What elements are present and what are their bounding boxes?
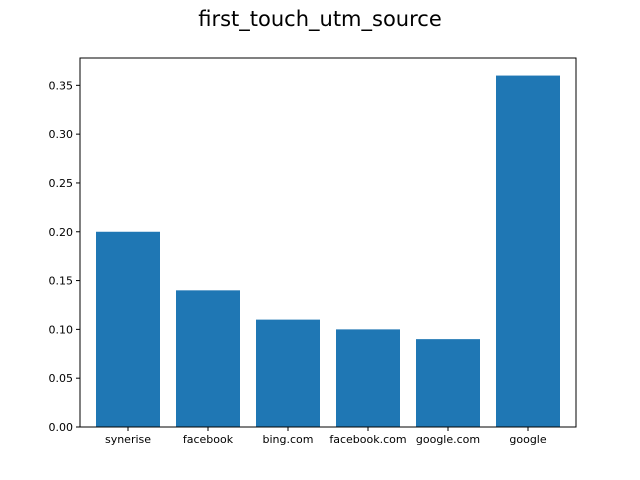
- x-tick-label: facebook.com: [329, 433, 406, 446]
- bar-google: [496, 75, 560, 428]
- y-tick-label: 0.25: [49, 177, 74, 190]
- y-tick-label: 0.35: [49, 79, 74, 92]
- y-tick-label: 0.05: [49, 372, 74, 385]
- x-tick-label: google.com: [416, 433, 480, 446]
- y-tick-label: 0.20: [49, 226, 74, 239]
- x-tick-label: synerise: [105, 433, 151, 446]
- y-tick-label: 0.15: [49, 275, 74, 288]
- bars-group: [96, 75, 560, 428]
- y-tick-label: 0.00: [49, 421, 74, 434]
- x-tick-label: facebook: [183, 433, 234, 446]
- y-tick-label: 0.10: [49, 323, 74, 336]
- bar-facebook: [176, 290, 240, 427]
- y-tick-label: 0.30: [49, 128, 74, 141]
- bar-google-com: [416, 339, 480, 427]
- x-axis: synerise facebook bing.com facebook.com goog…: [105, 427, 547, 446]
- bar-facebook-com: [336, 329, 400, 427]
- x-tick-label: google: [509, 433, 546, 446]
- bar-synerise: [96, 231, 160, 427]
- plot-frame: [79, 57, 577, 428]
- x-tick-label: bing.com: [263, 433, 314, 446]
- y-axis: 0.00 0.05 0.10 0.15 0.20 0.25 0.30 0.35: [49, 79, 80, 434]
- chart-title: first_touch_utm_source: [198, 7, 442, 32]
- bar-bing-com: [256, 319, 320, 427]
